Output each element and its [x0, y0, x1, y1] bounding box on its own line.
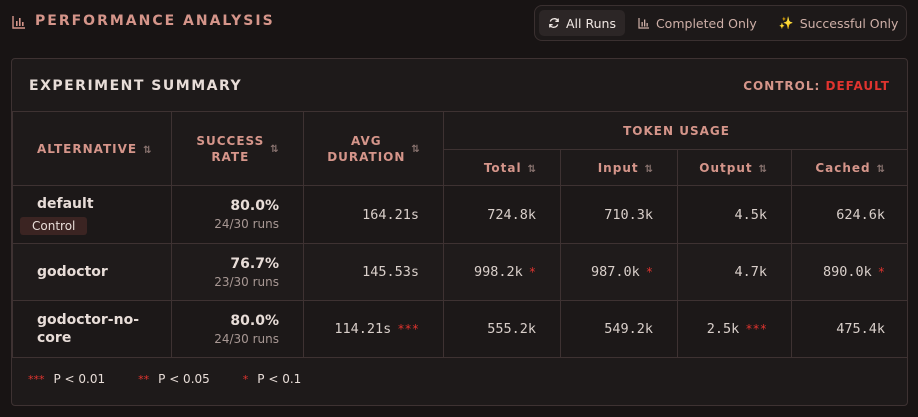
input-tokens: 710.3k — [604, 206, 653, 223]
success-rate: 76.7% — [230, 255, 279, 272]
significance-marker: * — [528, 265, 536, 279]
significance-marker: *** — [397, 322, 419, 336]
success-rate: 80.0% — [230, 198, 279, 214]
success-rate: 80.0% — [230, 312, 279, 329]
total-tokens: 555.2k — [487, 321, 536, 337]
page-title: PERFORMANCE ANALYSIS — [35, 13, 275, 29]
legend-label: P < 0.01 — [53, 372, 106, 386]
legend-symbol: ** — [138, 372, 150, 386]
control-value: DEFAULT — [825, 79, 890, 93]
legend-symbol: *** — [28, 372, 45, 386]
avg-duration: 164.21s — [362, 206, 419, 223]
summary-table: ALTERNATIVE ⇅ SUCCESS RATE ⇅ AVG DURATION ⇅ T… — [12, 111, 907, 358]
alternative-name: godoctor — [37, 264, 108, 280]
header-token-usage: TOKEN USAGE — [442, 111, 907, 150]
run-count: 23/30 runs — [214, 274, 279, 289]
total-tokens: 724.8k — [487, 206, 536, 223]
run-count: 24/30 runs — [214, 331, 279, 346]
sparkles-icon: ✨ — [778, 16, 794, 30]
significance-marker: *** — [745, 322, 767, 336]
header-alternative[interactable]: ALTERNATIVE ⇅ — [12, 111, 172, 186]
bar-chart-icon — [12, 16, 25, 29]
bar-chart-icon — [638, 18, 649, 29]
sort-icon: ⇅ — [644, 163, 653, 175]
sort-icon: ⇅ — [143, 144, 152, 156]
avg-duration: 145.53s — [362, 264, 419, 280]
sort-icon: ⇅ — [758, 163, 767, 175]
cached-tokens: 624.6k — [836, 206, 886, 223]
avg-duration: 114.21s — [334, 321, 392, 337]
cached-tokens: 475.4k — [836, 321, 886, 337]
sort-icon: ⇅ — [411, 144, 420, 155]
significance-marker: * — [645, 265, 653, 279]
filter-label: Successful Only — [799, 15, 899, 31]
legend-label: P < 0.1 — [257, 372, 302, 386]
header-output[interactable]: Output ⇅ — [677, 149, 792, 186]
control-indicator: CONTROL: DEFAULT — [743, 79, 890, 93]
input-tokens: 549.2k — [604, 321, 653, 337]
card-title: EXPERIMENT SUMMARY — [29, 78, 243, 94]
sort-icon: ⇅ — [876, 163, 886, 175]
significance-marker: * — [877, 265, 886, 279]
experiment-summary-card: EXPERIMENT SUMMARY CONTROL: DEFAULT ALTE… — [11, 58, 908, 406]
legend-symbol: * — [242, 372, 249, 386]
header-success-rate[interactable]: SUCCESS RATE ⇅ — [171, 111, 304, 186]
header-cached[interactable]: Cached ⇅ — [790, 149, 907, 186]
header-input[interactable]: Input ⇅ — [560, 149, 678, 186]
sort-icon: ⇅ — [270, 144, 279, 155]
total-tokens: 998.2k — [473, 264, 523, 280]
refresh-icon — [549, 18, 559, 28]
table-row: default Control 80.0% 24/30 runs 164.21s 7… — [12, 185, 907, 244]
table-row: godoctor 76.7% 23/30 runs 145.53s 998.2k *… — [12, 243, 907, 301]
run-filter-group: All Runs Completed Only ✨ Successful Onl… — [534, 5, 907, 41]
alternative-name: default — [37, 195, 94, 212]
header-total[interactable]: Total ⇅ — [443, 149, 561, 186]
run-count: 24/30 runs — [214, 217, 279, 231]
control-badge: Control — [20, 216, 88, 235]
significance-legend: *** P < 0.01 ** P < 0.05 * P < 0.1 — [28, 372, 301, 386]
filter-label: All Runs — [566, 15, 616, 31]
output-tokens: 4.5k — [734, 206, 767, 223]
table-row: godoctor-no-core 80.0% 24/30 runs 114.21s… — [12, 300, 907, 358]
input-tokens: 987.0k — [590, 264, 640, 280]
header-avg-duration[interactable]: AVG DURATION ⇅ — [303, 111, 444, 186]
alternative-name: godoctor-no-core — [37, 312, 139, 346]
legend-item: * P < 0.1 — [243, 372, 302, 386]
legend-item: ** P < 0.05 — [138, 372, 210, 386]
sort-icon: ⇅ — [527, 163, 536, 175]
cached-tokens: 890.0k — [823, 264, 872, 280]
filter-all-runs-button[interactable]: All Runs — [539, 10, 625, 36]
filter-completed-only-button[interactable]: Completed Only — [629, 10, 766, 36]
legend-item: *** P < 0.01 — [28, 372, 105, 386]
legend-label: P < 0.05 — [158, 372, 210, 386]
output-tokens: 2.5k — [706, 321, 740, 337]
filter-successful-only-button[interactable]: ✨ Successful Only — [770, 10, 908, 36]
output-tokens: 4.7k — [734, 264, 767, 280]
filter-label: Completed Only — [655, 15, 757, 31]
